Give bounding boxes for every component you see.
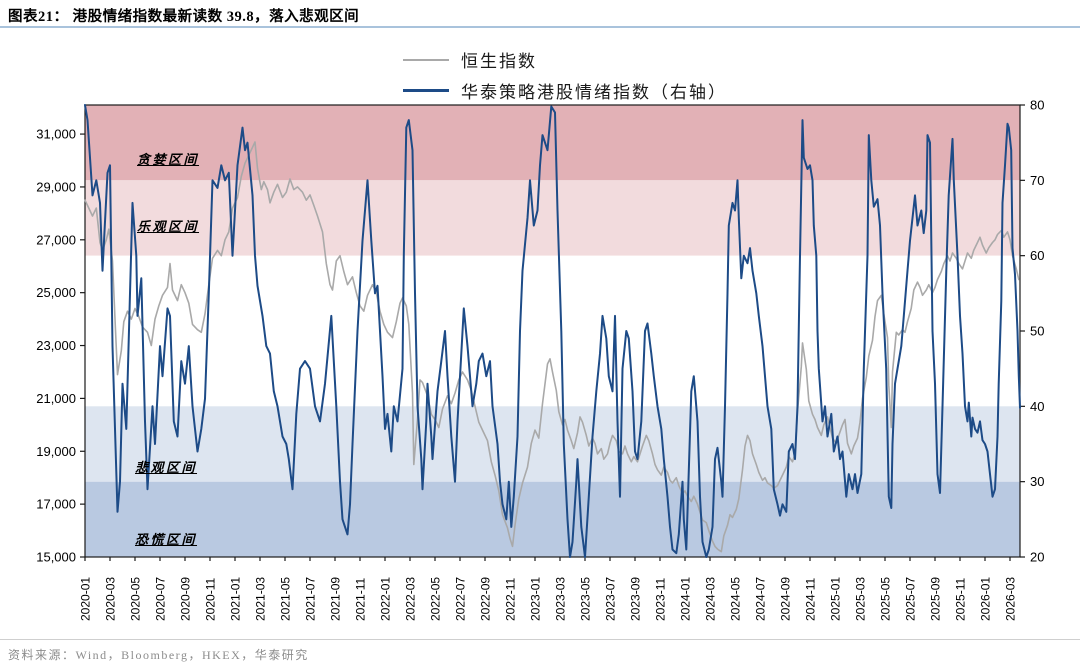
x-axis-label: 2022-01: [379, 577, 393, 621]
left-axis-label: 19,000: [36, 444, 76, 459]
x-axis-label: 2022-09: [479, 577, 493, 621]
x-axis-label: 2022-11: [504, 578, 518, 621]
x-axis-label: 2024-03: [704, 577, 718, 621]
left-axis-label: 31,000: [36, 127, 76, 142]
left-axis-label: 23,000: [36, 338, 76, 353]
x-axis-label: 2025-11: [954, 578, 968, 621]
x-axis-label: 2025-01: [829, 577, 843, 621]
x-axis-label: 2026-01: [979, 577, 993, 621]
legend-label-sentiment: 华泰策略港股情绪指数（右轴）: [461, 83, 727, 102]
sentiment-line-swatch: [403, 89, 449, 92]
x-axis-label: 2021-05: [279, 577, 293, 621]
zone-label-pessimism: 悲观区间: [135, 460, 198, 475]
x-axis-label: 2021-07: [304, 577, 318, 621]
legend-item-hsi: 恒生指数: [403, 44, 727, 75]
right-axis-label: 70: [1030, 173, 1044, 188]
band-3: [85, 406, 1020, 482]
left-axis-label: 25,000: [36, 285, 76, 300]
x-axis-label: 2020-07: [154, 577, 168, 621]
x-axis-label: 2022-03: [404, 577, 418, 621]
x-axis-label: 2021-11: [354, 578, 368, 621]
x-axis-label: 2024-07: [754, 577, 768, 621]
left-axis-label: 21,000: [36, 391, 76, 406]
zone-label-optimism: 乐观区间: [137, 219, 200, 234]
band-1: [85, 180, 1020, 256]
x-axis-label: 2020-05: [129, 577, 143, 621]
x-axis-label: 2024-01: [679, 577, 693, 621]
legend-item-sentiment: 华泰策略港股情绪指数（右轴）: [403, 75, 727, 106]
x-axis-label: 2023-07: [604, 577, 618, 621]
right-axis-label: 50: [1030, 324, 1044, 339]
right-axis-label: 60: [1030, 248, 1044, 263]
x-axis-label: 2025-05: [879, 577, 893, 621]
band-4: [85, 481, 1020, 557]
x-axis-label: 2023-01: [529, 577, 543, 621]
x-axis-label: 2020-09: [179, 577, 193, 621]
right-axis-label: 80: [1030, 98, 1044, 113]
x-axis-label: 2023-03: [554, 577, 568, 621]
x-axis-label: 2024-11: [804, 578, 818, 621]
right-axis-label: 20: [1030, 550, 1044, 565]
page-title: 图表21： 港股情绪指数最新读数 39.8，落入悲观区间: [8, 9, 360, 25]
x-axis-label: 2025-07: [904, 577, 918, 621]
right-axis-label: 40: [1030, 399, 1044, 414]
x-axis-label: 2020-01: [79, 577, 93, 621]
x-axis-label: 2022-05: [429, 577, 443, 621]
x-axis-label: 2021-01: [229, 577, 243, 621]
left-axis-label: 15,000: [36, 550, 76, 565]
x-axis-label: 2024-09: [779, 577, 793, 621]
x-axis-label: 2021-09: [329, 577, 343, 621]
x-axis-label: 2023-09: [629, 577, 643, 621]
zone-label-greed: 贪婪区间: [137, 152, 200, 167]
zone-label-panic: 恐慌区间: [135, 532, 198, 547]
legend-label-hsi: 恒生指数: [461, 52, 537, 71]
x-axis-label: 2022-07: [454, 577, 468, 621]
x-axis-label: 2021-03: [254, 577, 268, 621]
left-axis-label: 29,000: [36, 179, 76, 194]
x-axis-label: 2020-11: [204, 578, 218, 621]
x-axis-label: 2023-11: [654, 578, 668, 621]
x-axis-label: 2025-09: [929, 577, 943, 621]
x-axis-label: 2025-03: [854, 577, 868, 621]
legend: 恒生指数 华泰策略港股情绪指数（右轴）: [403, 44, 727, 106]
title-divider: [0, 26, 1080, 28]
x-axis-label: 2026-03: [1004, 577, 1018, 621]
x-axis-label: 2023-05: [579, 577, 593, 621]
x-axis-label: 2020-03: [104, 577, 118, 621]
source-divider: [0, 639, 1080, 640]
right-axis-label: 30: [1030, 474, 1044, 489]
left-axis-label: 27,000: [36, 232, 76, 247]
hsi-line: [84, 141, 1020, 553]
x-axis-label: 2024-05: [729, 577, 743, 621]
source-note: 资料来源：Wind，Bloomberg，HKEX，华泰研究: [8, 648, 309, 662]
hsi-line-swatch: [403, 58, 449, 61]
sentiment-line: [84, 104, 1021, 558]
left-axis-label: 17,000: [36, 497, 76, 512]
band-0: [85, 105, 1020, 181]
